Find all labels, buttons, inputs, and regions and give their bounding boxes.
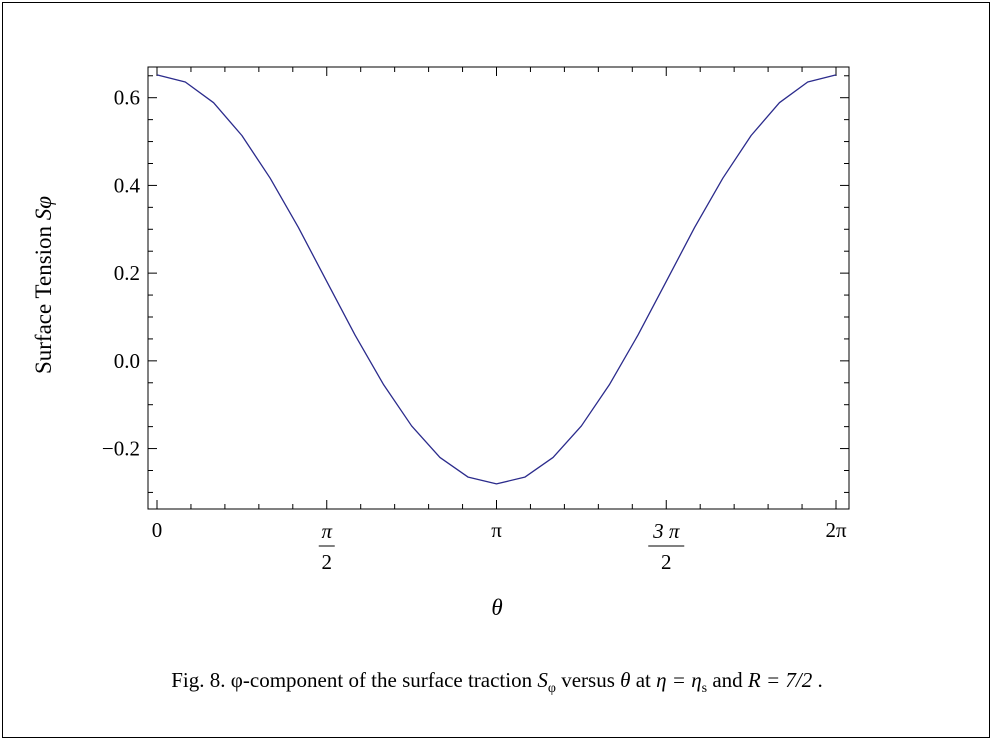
y-tick-label: −0.2 (102, 437, 140, 461)
x-tick-label: π (491, 518, 502, 542)
y-axis-ticks: −0.2 0.0 0.2 0.4 0.6 (102, 75, 849, 493)
caption-and: and (707, 668, 748, 692)
y-tick-label: 0.0 (114, 349, 140, 373)
y-tick-label: 0.6 (114, 86, 140, 110)
caption-end: . (812, 668, 823, 692)
caption-theta: θ (620, 668, 631, 692)
y-tick-label: 0.2 (114, 261, 140, 285)
x-tick-numerator: 3 π (652, 519, 680, 543)
figure-caption: Fig. 8. φ-component of the surface tract… (0, 668, 994, 697)
x-tick-denominator: 2 (321, 550, 332, 574)
y-tick-label: 0.4 (114, 173, 141, 197)
x-axis-title: θ (491, 595, 502, 620)
series-group (156, 74, 837, 485)
caption-r-expr: R = 7/2 (747, 668, 813, 692)
caption-at: at (630, 668, 657, 692)
y-axis-title-symbol: Sφ (31, 196, 56, 221)
x-tick-label: 2π (825, 518, 847, 542)
series-line (156, 74, 837, 485)
y-axis-title: Surface Tension Sφ (31, 196, 56, 374)
caption-prefix: Fig. 8. φ-component of the surface tract… (171, 668, 538, 692)
caption-s-symbol: S (537, 668, 548, 692)
plot-frame (147, 66, 850, 510)
x-tick-numerator: π (321, 519, 332, 543)
caption-eta-subscript: s (701, 681, 708, 697)
caption-eta: η = η (656, 668, 702, 692)
x-tick-label: 0 (152, 518, 163, 542)
y-axis-title-text: Surface Tension (31, 220, 56, 374)
x-tick-denominator: 2 (661, 550, 672, 574)
caption-s-subscript: φ (547, 681, 556, 697)
caption-versus: versus (555, 668, 621, 692)
